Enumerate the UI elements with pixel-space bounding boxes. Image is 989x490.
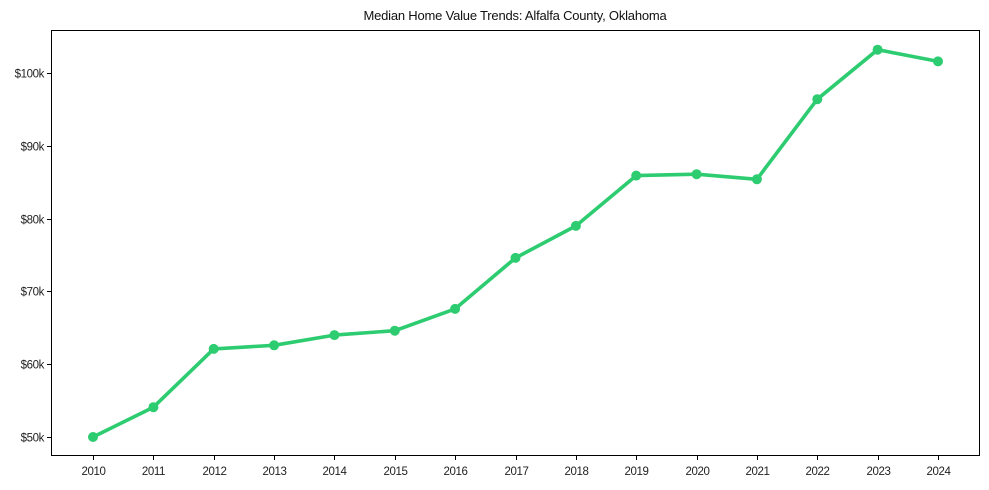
y-tick-label: $100k bbox=[15, 69, 45, 81]
data-point-marker bbox=[872, 44, 883, 55]
x-axis: 2010 2011 2012 2013 2014 2015 2016 2017 2018 2019… bbox=[82, 456, 952, 478]
y-tick-label: $50k bbox=[21, 433, 45, 445]
data-point-marker bbox=[631, 170, 642, 181]
x-tick-label: 2010 bbox=[82, 466, 106, 478]
data-point-marker bbox=[389, 325, 400, 336]
data-point-marker bbox=[329, 330, 340, 341]
data-point-marker bbox=[450, 303, 461, 314]
data-point-marker bbox=[510, 252, 521, 263]
x-tick-label: 2014 bbox=[323, 466, 348, 478]
y-axis: $50k $60k $70k $80k $90k $100k bbox=[15, 69, 51, 445]
x-tick-label: 2015 bbox=[384, 466, 408, 478]
x-tick-label: 2017 bbox=[505, 466, 529, 478]
x-tick-label: 2011 bbox=[142, 466, 165, 478]
x-tick-label: 2023 bbox=[867, 466, 891, 478]
x-tick-label: 2016 bbox=[444, 466, 468, 478]
data-point-marker bbox=[751, 174, 762, 185]
chart-title: Median Home Value Trends: Alfalfa County… bbox=[363, 8, 667, 23]
x-tick-label: 2019 bbox=[625, 466, 649, 478]
x-tick-label: 2020 bbox=[686, 466, 710, 478]
data-series bbox=[88, 44, 943, 442]
data-point-marker bbox=[269, 340, 280, 351]
y-tick-label: $80k bbox=[21, 215, 45, 227]
x-tick-label: 2012 bbox=[203, 466, 227, 478]
series-line bbox=[91, 47, 940, 439]
x-tick-label: 2022 bbox=[806, 466, 830, 478]
y-tick-label: $70k bbox=[21, 287, 45, 299]
y-tick-label: $60k bbox=[21, 360, 45, 372]
data-point-marker bbox=[148, 402, 159, 413]
plot-area bbox=[51, 30, 980, 456]
data-point-marker bbox=[933, 56, 943, 67]
x-tick-label: 2021 bbox=[746, 466, 770, 478]
data-point-marker bbox=[88, 432, 98, 442]
data-point-marker bbox=[208, 343, 219, 354]
data-point-marker bbox=[691, 169, 702, 180]
x-tick-label: 2024 bbox=[927, 466, 952, 478]
x-tick-label: 2013 bbox=[263, 466, 287, 478]
data-point-marker bbox=[570, 220, 581, 231]
data-point-marker bbox=[812, 94, 823, 105]
x-tick-label: 2018 bbox=[565, 466, 589, 478]
y-tick-label: $90k bbox=[21, 142, 45, 154]
